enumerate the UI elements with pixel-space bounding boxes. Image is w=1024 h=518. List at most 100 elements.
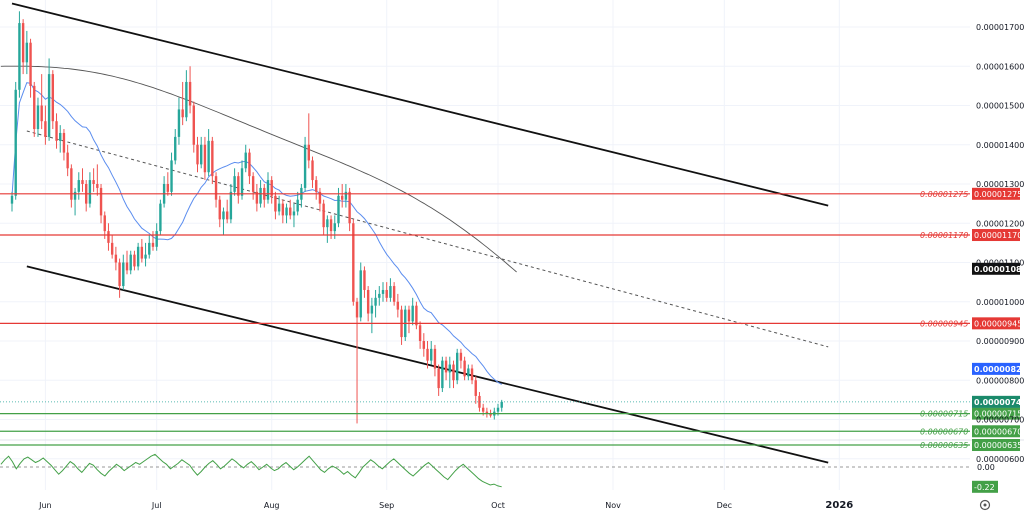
candle[interactable]: [70, 164, 73, 208]
candle[interactable]: [225, 199, 229, 224]
candle[interactable]: [289, 199, 292, 220]
candle[interactable]: [251, 172, 255, 200]
candle[interactable]: [133, 250, 136, 271]
candle[interactable]: [448, 356, 451, 389]
candle[interactable]: [118, 258, 121, 298]
candle[interactable]: [148, 235, 151, 259]
candle[interactable]: [407, 305, 411, 334]
candle[interactable]: [326, 215, 329, 243]
settings-button[interactable]: [979, 499, 991, 511]
candle[interactable]: [374, 289, 377, 318]
candle[interactable]: [192, 101, 195, 153]
candle[interactable]: [285, 203, 288, 224]
candle[interactable]: [33, 81, 36, 137]
candle[interactable]: [396, 293, 400, 318]
candle[interactable]: [467, 364, 470, 381]
candle[interactable]: [107, 223, 110, 251]
candle[interactable]: [474, 376, 477, 404]
candle[interactable]: [263, 184, 266, 208]
candle[interactable]: [25, 30, 29, 75]
candle[interactable]: [370, 297, 374, 334]
candle[interactable]: [55, 113, 58, 149]
candle[interactable]: [174, 129, 177, 165]
candle[interactable]: [136, 242, 140, 271]
candle[interactable]: [99, 184, 103, 224]
candle[interactable]: [96, 164, 99, 196]
candle[interactable]: [18, 11, 21, 98]
candle[interactable]: [292, 203, 296, 228]
candle[interactable]: [81, 168, 84, 192]
candle[interactable]: [122, 254, 125, 290]
candle[interactable]: [378, 286, 381, 306]
candle[interactable]: [389, 278, 392, 302]
candle[interactable]: [144, 242, 147, 267]
candle[interactable]: [296, 191, 299, 216]
candle[interactable]: [240, 160, 244, 200]
candle[interactable]: [162, 176, 166, 208]
candle[interactable]: [47, 58, 51, 141]
candle[interactable]: [307, 113, 310, 169]
candle[interactable]: [166, 172, 170, 196]
candle[interactable]: [177, 97, 181, 145]
candle[interactable]: [430, 341, 433, 365]
candle[interactable]: [366, 286, 370, 322]
candle[interactable]: [470, 364, 474, 385]
candle[interactable]: [203, 136, 207, 181]
candle[interactable]: [478, 392, 481, 412]
candle[interactable]: [418, 321, 422, 349]
candle[interactable]: [44, 105, 47, 145]
candle[interactable]: [211, 136, 214, 184]
candle[interactable]: [92, 168, 95, 192]
candle[interactable]: [355, 297, 359, 424]
candle[interactable]: [10, 191, 14, 212]
candle[interactable]: [129, 250, 132, 275]
candle[interactable]: [281, 199, 285, 224]
candle[interactable]: [433, 344, 437, 377]
candle[interactable]: [77, 172, 80, 200]
candle[interactable]: [233, 168, 236, 196]
candle[interactable]: [340, 184, 344, 208]
candle[interactable]: [181, 81, 184, 126]
candle[interactable]: [459, 348, 463, 369]
candle[interactable]: [14, 81, 17, 200]
candle[interactable]: [103, 211, 106, 239]
candle[interactable]: [73, 187, 77, 216]
candle[interactable]: [426, 341, 429, 369]
candle[interactable]: [255, 184, 259, 212]
candle[interactable]: [85, 180, 88, 212]
candle[interactable]: [151, 231, 155, 251]
candle[interactable]: [463, 356, 466, 381]
candle[interactable]: [207, 129, 210, 177]
candle[interactable]: [59, 125, 62, 153]
candle[interactable]: [437, 364, 440, 396]
candle[interactable]: [140, 238, 144, 263]
candle[interactable]: [315, 176, 318, 200]
candle[interactable]: [303, 136, 307, 192]
candle[interactable]: [88, 172, 92, 208]
candle[interactable]: [385, 282, 388, 302]
candles[interactable]: [10, 11, 503, 424]
candle[interactable]: [381, 282, 385, 302]
candle[interactable]: [337, 187, 340, 228]
candle[interactable]: [415, 301, 418, 330]
candle[interactable]: [218, 195, 221, 228]
candle[interactable]: [214, 172, 218, 208]
candle[interactable]: [400, 305, 403, 345]
candle[interactable]: [62, 129, 66, 161]
candle[interactable]: [188, 66, 192, 114]
candle[interactable]: [40, 74, 43, 130]
candle[interactable]: [196, 136, 199, 173]
candle[interactable]: [311, 156, 314, 188]
candle[interactable]: [452, 360, 455, 389]
candle[interactable]: [322, 199, 325, 236]
candle[interactable]: [456, 348, 459, 385]
candle[interactable]: [422, 333, 426, 357]
candle[interactable]: [36, 97, 40, 137]
candle[interactable]: [200, 136, 203, 169]
candle[interactable]: [51, 70, 55, 130]
candle[interactable]: [300, 184, 303, 208]
candle[interactable]: [344, 184, 348, 208]
candle[interactable]: [392, 282, 396, 306]
candle[interactable]: [444, 356, 448, 381]
candle[interactable]: [159, 199, 162, 236]
